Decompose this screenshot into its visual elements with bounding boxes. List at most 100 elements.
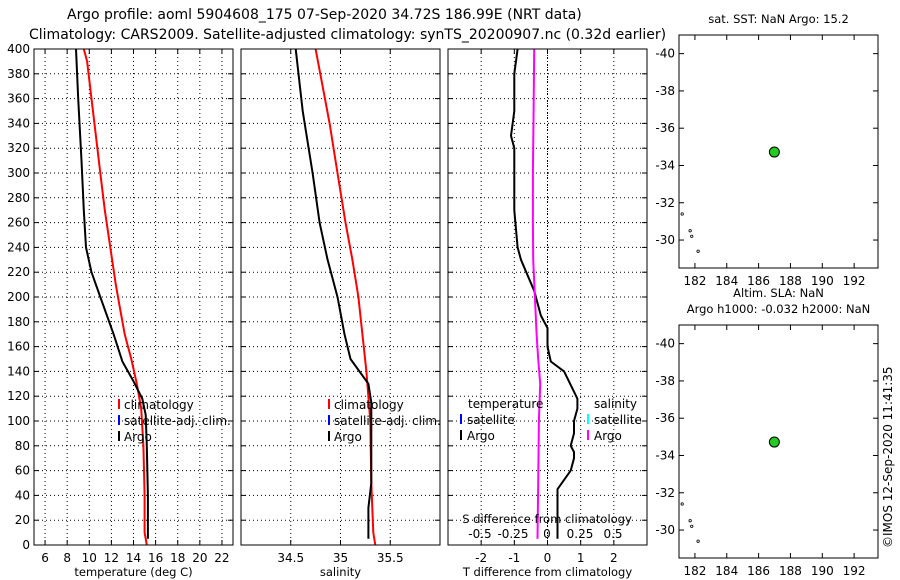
y-tick-label: 20 (15, 513, 30, 527)
argo-position-marker (768, 146, 780, 158)
y-tick-label: 160 (7, 340, 30, 354)
title-line-2: Climatology: CARS2009. Satellite-adjuste… (29, 27, 666, 43)
y-tick-label: 300 (7, 166, 30, 180)
y-tick-label: 220 (7, 265, 30, 279)
y-tick-label: -38 (655, 374, 675, 388)
y-tick-label: 320 (7, 141, 30, 155)
s-tick-label: -0.25 (497, 527, 528, 541)
x-tick-label: 14 (126, 551, 141, 565)
map-title: Argo h1000: -0.032 h2000: NaN (687, 302, 871, 316)
x-tick-label: 20 (192, 551, 207, 565)
legend-label: Argo (334, 430, 362, 444)
plot-frame (240, 48, 441, 546)
legend-label: satellite (594, 413, 642, 427)
panel-map_sla: 182 184 186 188 190 192 -30 -32 -34 -36 -38 -40 Argo… (655, 302, 879, 578)
y-tick-label: -32 (655, 196, 675, 210)
x-tick-label: 1 (577, 551, 585, 565)
y-tick-label: -36 (655, 411, 675, 425)
y-tick-label: -34 (655, 158, 675, 172)
y-tick-label: 360 (7, 92, 30, 106)
s-tick-label: 0.25 (567, 527, 594, 541)
coast-point (688, 229, 692, 233)
legend-label: Argo (467, 429, 495, 443)
map-x-label: Altim. SLA: NaN (733, 286, 824, 300)
x-tick-label: 35 (333, 551, 348, 565)
series-line-s-argo-clim (531, 48, 542, 539)
legend-label: Argo (594, 429, 622, 443)
series-line-t-argo-clim (510, 48, 579, 539)
y-tick-label: 260 (7, 216, 30, 230)
y-tick-label: 380 (7, 67, 30, 81)
s-tick-label: -0.5 (468, 527, 491, 541)
x-tick-label: 16 (148, 551, 163, 565)
y-tick-label: 140 (7, 364, 30, 378)
panel-difference: -2 -1 0 1 2T difference from climatology S di… (447, 48, 648, 579)
coast-point (680, 502, 684, 506)
x-tick-label: 192 (843, 564, 866, 578)
y-tick-label: 280 (7, 191, 30, 205)
y-tick-label: 340 (7, 116, 30, 130)
legend-title-temperature: temperature (468, 397, 543, 411)
legend-label: satellite-adj. clim. (124, 414, 231, 428)
y-tick-label: -30 (655, 233, 675, 247)
coast-point (688, 519, 692, 523)
coast-point (696, 539, 700, 543)
legend-title-salinity: salinity (594, 397, 637, 411)
plot-frame (33, 48, 234, 546)
x-tick-label: 192 (843, 274, 866, 288)
x-tick-label: 10 (82, 551, 97, 565)
panel-salinity: 34.5 35 35.5 salinity climatology satellite-a… (240, 48, 441, 579)
y-tick-label: 80 (15, 439, 30, 453)
argo-position-marker (768, 436, 780, 448)
panel-map_sst: 182 184 186 188 190 192 -30 -32 -34 -36 -38 -40 sat.… (655, 12, 879, 300)
y-tick-label: -40 (655, 337, 675, 351)
x-tick-label: 184 (715, 564, 738, 578)
coast-point (690, 234, 694, 238)
s-tick-label: 0 (543, 527, 551, 541)
map-title: sat. SST: NaN Argo: 15.2 (708, 12, 849, 26)
x-axis-label: salinity (320, 565, 361, 579)
legend-label: climatology (124, 398, 194, 412)
x-tick-label: 182 (683, 564, 706, 578)
coast-point (690, 524, 694, 528)
timestamp: ©IMOS 12-Sep-2020 11:41:35 (881, 366, 895, 548)
x-tick-label: 186 (747, 564, 770, 578)
x-tick-label: 8 (63, 551, 71, 565)
y-tick-label: 180 (7, 315, 30, 329)
legend-label: satellite-adj. clim. (334, 414, 441, 428)
panel-temperature: 6 8 10 12 14 16 18 20 22020406080100120140160180… (7, 42, 234, 579)
s-axis-label: S difference from climatology (462, 512, 632, 526)
x-tick-label: -2 (475, 551, 487, 565)
x-tick-label: 22 (214, 551, 229, 565)
x-axis-label: temperature (deg C) (74, 565, 192, 579)
x-tick-label: 188 (779, 564, 802, 578)
y-tick-label: -38 (655, 84, 675, 98)
x-tick-label: 18 (170, 551, 185, 565)
x-tick-label: -1 (508, 551, 520, 565)
y-tick-label: 40 (15, 488, 30, 502)
x-tick-label: 34.5 (277, 551, 304, 565)
plot-frame (678, 34, 879, 269)
y-tick-label: 400 (7, 42, 30, 56)
coast-point (696, 249, 700, 253)
x-tick-label: 6 (41, 551, 49, 565)
x-axis-label: T difference from climatology (462, 565, 633, 579)
y-tick-label: -30 (655, 523, 675, 537)
x-tick-label: 35.5 (377, 551, 404, 565)
y-tick-label: 120 (7, 389, 30, 403)
x-tick-label: 190 (811, 564, 834, 578)
title-line-1: Argo profile: aoml 5904608_175 07-Sep-20… (67, 7, 582, 23)
x-tick-label: 0 (544, 551, 552, 565)
y-tick-label: -32 (655, 486, 675, 500)
y-tick-label: -40 (655, 47, 675, 61)
legend-label: climatology (334, 398, 404, 412)
y-tick-label: -34 (655, 448, 675, 462)
x-tick-label: 184 (715, 274, 738, 288)
y-tick-label: 60 (15, 464, 30, 478)
legend-label: Argo (124, 430, 152, 444)
x-tick-label: 2 (610, 551, 618, 565)
series-line-argo (75, 48, 149, 539)
y-tick-label: 0 (22, 538, 30, 552)
x-tick-label: 188 (779, 274, 802, 288)
